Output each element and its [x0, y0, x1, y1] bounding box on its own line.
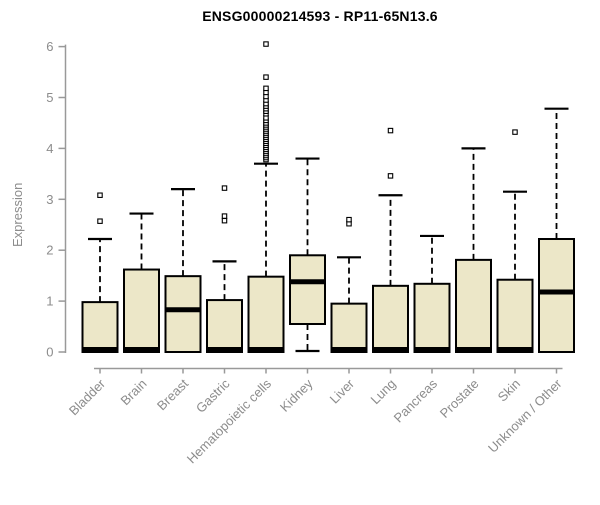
- box-group-gastric: [206, 185, 243, 353]
- outlier-point: [97, 218, 103, 224]
- y-axis: 0 1 2 3 4 5 6: [46, 39, 67, 360]
- x-tick-label: Pancreas: [391, 376, 441, 426]
- x-tick-label: Kidney: [277, 376, 316, 415]
- box-group-skin: [496, 129, 534, 353]
- y-tick-label: 4: [46, 141, 53, 156]
- x-tick-label: Skin: [495, 376, 523, 404]
- outlier-point: [221, 213, 228, 219]
- x-tick-label: Liver: [327, 376, 358, 407]
- outlier-point: [387, 127, 394, 134]
- box-group-brain: [123, 212, 160, 353]
- box-group-liver: [330, 216, 368, 353]
- outlier-point: [263, 41, 269, 47]
- y-tick-label: 2: [46, 243, 53, 258]
- outlier-point: [512, 129, 518, 135]
- y-axis-label: Expression: [10, 182, 25, 247]
- outlier-point: [346, 216, 352, 223]
- outlier-point: [263, 74, 269, 80]
- outlier-point: [97, 192, 103, 198]
- box-group-breast: [164, 188, 202, 353]
- box-group-pancreas: [413, 234, 451, 354]
- x-tick-label: Brain: [118, 376, 150, 408]
- x-tick-label: Lung: [368, 376, 399, 407]
- y-tick-label: 3: [46, 192, 53, 207]
- box-group-bladder: [81, 192, 119, 354]
- box-group-hematopoietic-cells: [247, 41, 285, 353]
- x-tick-label: Breast: [154, 376, 191, 413]
- y-tick-label: 6: [46, 39, 53, 54]
- box-group-kidney: [289, 157, 326, 353]
- x-tick-label: Unknown / Other: [485, 376, 565, 456]
- x-tick-label: Prostate: [437, 376, 482, 421]
- box-group-unknown-other: [538, 107, 575, 353]
- y-tick-label: 0: [46, 345, 53, 360]
- outlier-point: [387, 173, 394, 179]
- chart-title: ENSG00000214593 - RP11-65N13.6: [202, 8, 438, 24]
- y-tick-label: 1: [46, 294, 53, 309]
- outlier-point: [221, 185, 228, 191]
- x-tick-label: Bladder: [66, 376, 109, 419]
- box-group-prostate: [455, 147, 492, 353]
- outlier-point: [263, 85, 269, 92]
- y-tick-label: 5: [46, 90, 53, 105]
- box-group-lung: [372, 127, 409, 353]
- outlier-point: [221, 217, 228, 224]
- x-tick-label: Gastric: [193, 376, 233, 416]
